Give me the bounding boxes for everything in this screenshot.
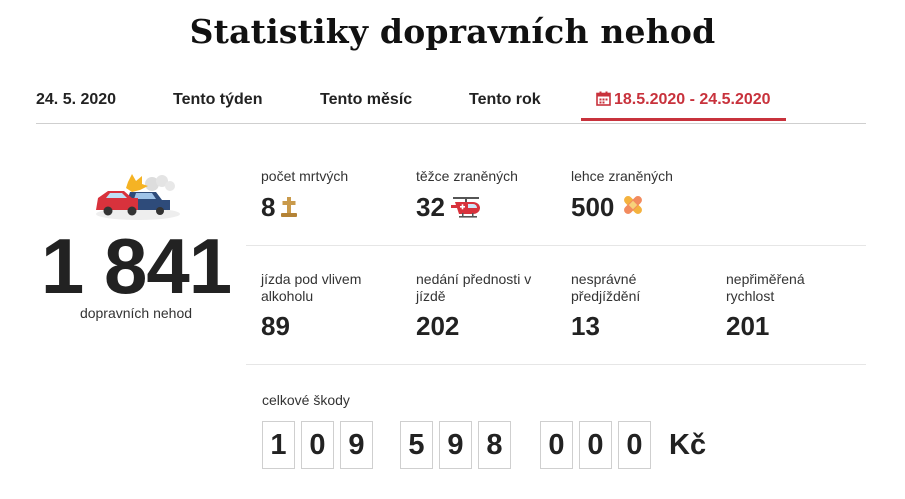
stat-value: 202 xyxy=(416,311,460,341)
grave-cross-icon xyxy=(281,197,298,217)
calendar-icon xyxy=(596,91,611,106)
damage-currency: Kč xyxy=(669,429,707,461)
tab-this-week[interactable]: Tento týden xyxy=(173,91,263,108)
tab-today[interactable]: 24. 5. 2020 xyxy=(36,91,117,108)
total-accidents-value: 1 841 xyxy=(40,222,232,310)
damage-digit: 0 xyxy=(618,421,651,469)
stat-overtaking: nesprávné předjíždění 13 xyxy=(571,271,681,341)
stat-value: 13 xyxy=(571,311,600,341)
stat-label: lehce zraněných xyxy=(571,168,673,184)
divider xyxy=(246,245,866,246)
damage-digit: 9 xyxy=(340,421,373,469)
tab-date-range[interactable]: 18.5.2020 - 24.5.2020 xyxy=(581,84,786,121)
car-crash-icon xyxy=(96,174,180,220)
damage-digit: 9 xyxy=(439,421,472,469)
page-title: Statistiky dopravních nehod xyxy=(189,12,716,51)
tab-date-range-label: 18.5.2020 - 24.5.2020 xyxy=(614,91,771,108)
damage-digit: 0 xyxy=(579,421,612,469)
stat-value: 32 xyxy=(416,192,445,222)
stat-speeding: nepřiměřená rychlost 201 xyxy=(726,271,836,341)
tab-this-year[interactable]: Tento rok xyxy=(469,91,541,108)
period-tabs: 24. 5. 2020 Tento týden Tento měsíc Tent… xyxy=(36,84,866,124)
stat-label: nepřiměřená rychlost xyxy=(726,271,805,304)
damage-digit: 1 xyxy=(262,421,295,469)
total-accidents-label: dopravních nehod xyxy=(79,305,193,321)
stat-value: 500 xyxy=(571,192,615,222)
stat-label: jízda pod vlivem alkoholu xyxy=(261,271,362,304)
helicopter-icon xyxy=(450,197,480,218)
stat-lightly-injured: lehce zraněných 500 xyxy=(571,168,673,222)
divider xyxy=(246,364,866,365)
tab-this-month[interactable]: Tento měsíc xyxy=(320,91,413,108)
stat-value: 8 xyxy=(261,192,276,222)
stat-alcohol: jízda pod vlivem alkoholu 89 xyxy=(261,271,401,341)
stat-label: nedání přednosti v jízdě xyxy=(416,271,532,304)
damage-label: celkové škody xyxy=(262,392,350,408)
damage-digit: 0 xyxy=(301,421,334,469)
stat-right-of-way: nedání přednosti v jízdě 202 xyxy=(416,271,541,341)
damage-digit: 0 xyxy=(540,421,573,469)
stat-deaths: počet mrtvých 8 xyxy=(261,168,348,222)
stat-label: nesprávné předjíždění xyxy=(571,271,641,304)
damage-digit: 5 xyxy=(400,421,433,469)
stat-label: počet mrtvých xyxy=(261,168,349,184)
stat-seriously-injured: těžce zraněných 32 xyxy=(416,168,518,222)
stat-label: těžce zraněných xyxy=(416,168,518,184)
damage-digit: 8 xyxy=(478,421,511,469)
bandage-icon xyxy=(624,196,643,214)
stat-value: 89 xyxy=(261,311,290,341)
stat-value: 201 xyxy=(726,311,770,341)
